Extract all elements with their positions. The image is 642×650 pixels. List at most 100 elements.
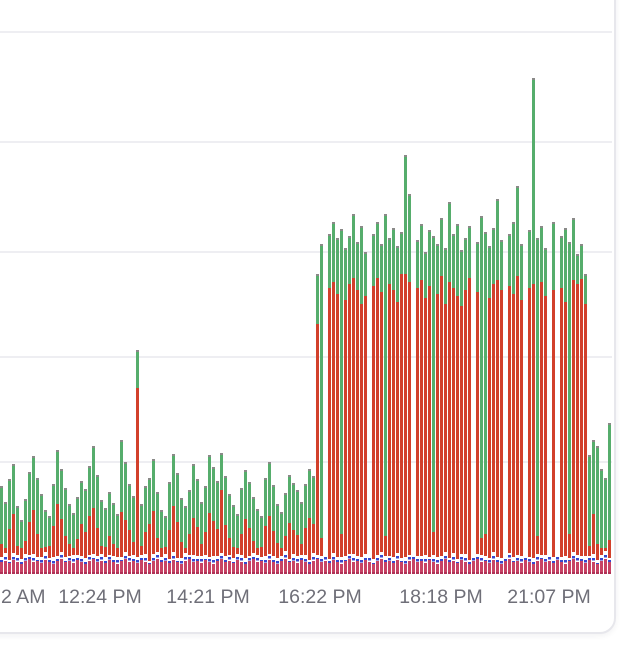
red-bar [304,528,307,574]
magenta-bottom-edge [488,571,491,574]
blue-line-segment [552,561,555,564]
magenta-bottom-edge [52,571,55,574]
green-bar-cap [560,236,563,238]
green-bar [116,514,119,574]
magenta-bottom-edge [236,571,239,574]
blue-line-segment [308,562,311,565]
blue-line-segment [100,557,103,560]
green-bar-cap [540,226,543,228]
blue-line-segment [160,560,163,563]
red-bar [92,508,95,574]
green-bar-cap [216,481,219,483]
magenta-bottom-edge [316,571,319,574]
green-bar-cap [360,226,363,228]
green-bar [104,508,107,574]
green-bar-cap [580,244,583,246]
red-bar [268,516,271,574]
blue-line-segment [272,560,275,563]
magenta-bar [544,562,547,574]
green-bar-cap [380,244,383,246]
blue-line-segment [256,558,259,561]
green-bar [132,496,135,574]
blue-line-segment [464,558,467,561]
red-bar [512,294,515,574]
magenta-bar [488,563,491,574]
magenta-bottom-edge [92,571,95,574]
blue-line-segment [408,557,411,560]
magenta-bar [268,560,271,574]
green-bar-cap [60,469,63,471]
red-bar [216,529,219,574]
green-bar-cap [204,486,207,488]
magenta-bar [28,559,31,574]
blue-line-segment [340,560,343,563]
green-bar-cap [520,244,523,246]
blue-line-segment [264,560,267,563]
green-bar-cap [424,252,427,254]
magenta-bottom-edge [284,571,287,574]
magenta-bar [116,564,119,574]
red-bar [36,534,39,574]
green-bar-cap [172,454,175,456]
magenta-bottom-edge [152,571,155,574]
blue-line-segment [72,559,75,562]
green-bar [108,492,111,574]
magenta-bar [76,560,79,574]
green-bar-cap [408,194,411,196]
magenta-bottom-edge [384,571,387,574]
magenta-bar [604,559,607,574]
blue-line-segment [216,559,219,562]
green-bar [48,516,51,574]
metrics-timeseries-chart[interactable]: 2 AM 12:24 PM 14:21 PM 16:22 PM 18:18 PM 21:0… [0,0,614,632]
magenta-bottom-edge [352,571,355,574]
green-bar-cap [372,234,375,236]
green-bar [340,229,343,574]
magenta-bar [220,559,223,574]
green-bar [600,469,603,574]
magenta-bar [560,562,563,574]
red-bar [392,290,395,574]
red-bar [64,536,67,574]
green-bar-cap [516,186,519,188]
red-bar [476,292,479,574]
green-bar [160,510,163,574]
magenta-bottom-edge [224,571,227,574]
magenta-bar [476,559,479,574]
magenta-bar [512,562,515,574]
red-bar [52,526,55,574]
red-bar [124,520,127,574]
magenta-bar [208,562,211,574]
green-bar [236,514,239,574]
blue-line-segment [60,555,63,558]
blue-line-segment [528,559,531,562]
magenta-bottom-edge [188,571,191,574]
green-bar [128,484,131,574]
green-bar-cap [544,248,547,250]
magenta-bar [568,561,571,574]
green-bar [212,467,215,574]
green-bar-cap [452,234,455,236]
blue-line-segment [448,560,451,563]
green-bar-cap [96,475,99,477]
green-bar-cap [296,490,299,492]
blue-line-segment [572,556,575,559]
magenta-bar [340,564,343,574]
magenta-bottom-edge [580,571,583,574]
green-bar [120,440,123,574]
red-bar [560,288,563,574]
magenta-bottom-edge [300,571,303,574]
green-bar [68,504,71,574]
magenta-bottom-edge [28,571,31,574]
magenta-bar [332,560,335,574]
magenta-bottom-edge [500,571,503,574]
green-bar-cap [168,482,171,484]
red-bar [212,521,215,574]
magenta-bottom-edge [176,571,179,574]
magenta-bar [292,561,295,574]
green-bar-cap [376,222,379,224]
green-bar-cap [608,423,611,425]
magenta-bar [404,564,407,574]
green-bar [96,475,99,574]
red-bar [436,294,439,574]
blue-line-segment [356,559,359,562]
